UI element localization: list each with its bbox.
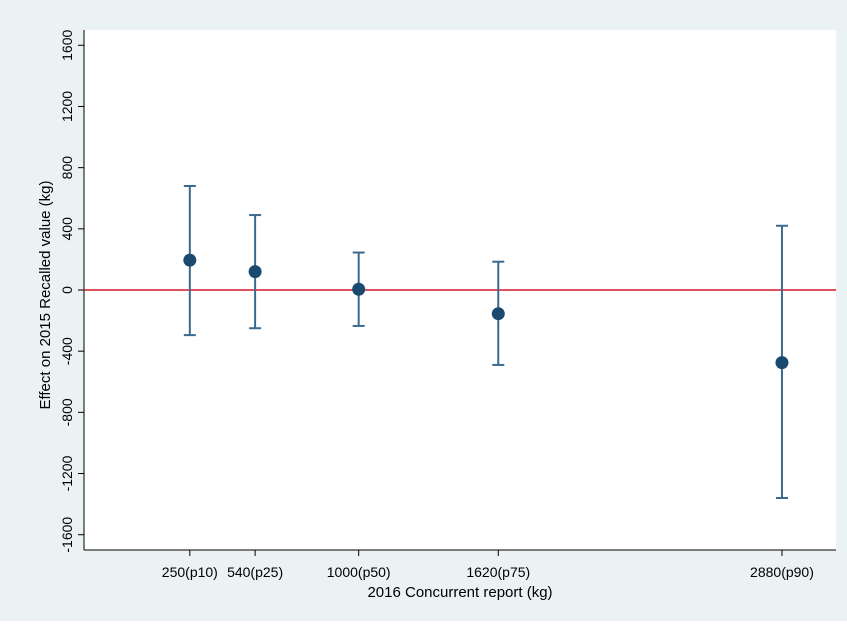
x-tick-label: 1620(p75) — [466, 564, 530, 580]
x-tick-label: 540(p25) — [227, 564, 283, 580]
y-tick-label: 800 — [59, 156, 75, 180]
data-point — [775, 356, 789, 370]
data-point — [352, 282, 366, 296]
y-axis-label: Effect on 2015 Recalled value (kg) — [37, 180, 54, 409]
y-tick-label: 0 — [59, 286, 75, 294]
y-tick-label: -400 — [59, 337, 75, 365]
y-tick-label: 1200 — [59, 91, 75, 122]
data-point — [248, 265, 262, 279]
chart-marks — [84, 185, 836, 499]
y-tick-label: -1600 — [59, 517, 75, 553]
y-tick-label: -800 — [59, 398, 75, 426]
data-point — [491, 307, 505, 321]
data-point — [183, 253, 197, 267]
x-tick-label: 250(p10) — [162, 564, 218, 580]
axes: -1600 -1200 -800 -400 0 400 800 1200 1600 250(p10… — [59, 30, 836, 580]
y-tick-label: 400 — [59, 217, 75, 241]
x-axis-label: 2016 Concurrent report (kg) — [367, 584, 552, 601]
x-tick-label: 1000(p50) — [327, 564, 391, 580]
x-tick-label: 2880(p90) — [750, 564, 814, 580]
y-tick-label: -1200 — [59, 455, 75, 491]
y-tick-label: 1600 — [59, 30, 75, 61]
